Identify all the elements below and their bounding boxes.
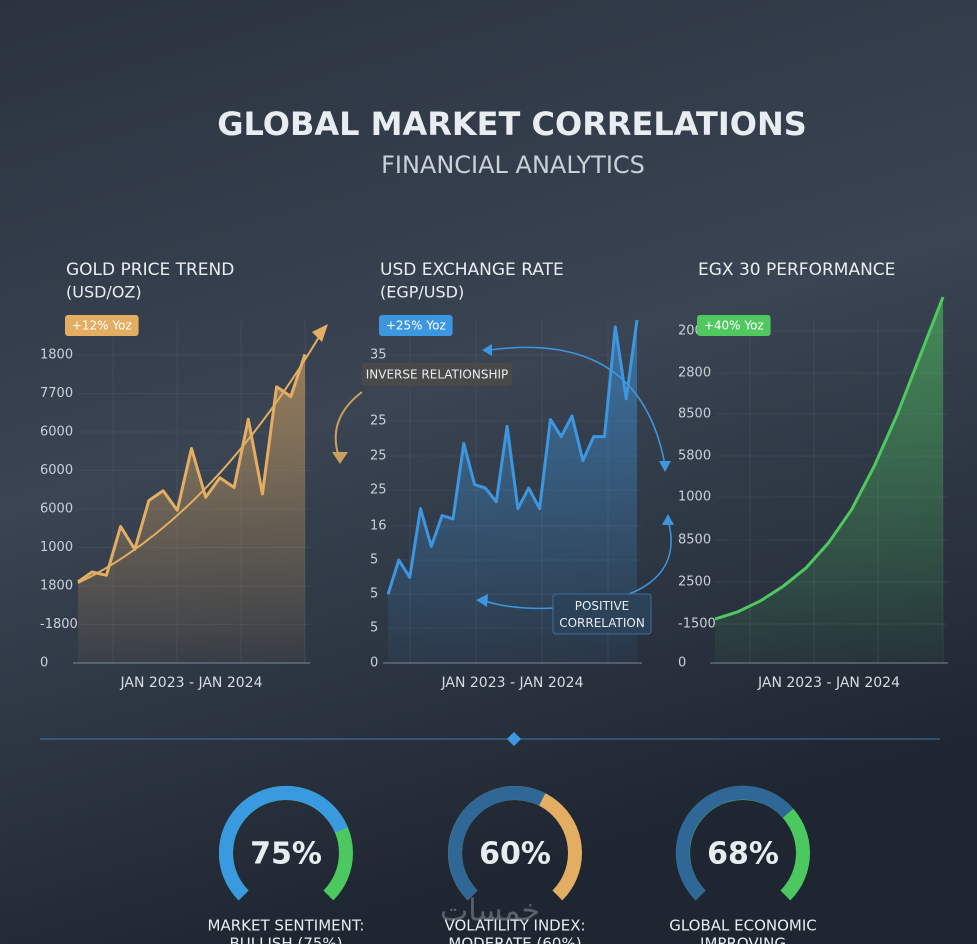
annotation-box — [552, 593, 652, 635]
y-axis-label: 25 — [370, 414, 387, 429]
y-axis-label: 1800 — [40, 348, 73, 363]
y-axis-label: 25 — [370, 449, 387, 464]
gauge-caption: GLOBAL ECONOMIC — [669, 917, 817, 935]
gauge-label: 75% — [250, 837, 322, 872]
y-axis-label: 8500 — [678, 533, 711, 548]
x-axis-label: JAN 2023 - JAN 2024 — [120, 675, 263, 691]
page-subtitle: FINANCIAL ANALYTICS — [381, 151, 645, 179]
y-axis-label: 1000 — [40, 540, 73, 555]
chart-title: USD EXCHANGE RATE — [380, 260, 564, 280]
annotation: INVERSE RELATIONSHIP — [366, 368, 509, 382]
y-axis-label: -1800 — [40, 617, 78, 632]
y-axis-label: 35 — [370, 348, 387, 363]
y-axis-label: 6000 — [40, 463, 73, 478]
badge — [697, 315, 771, 336]
gauge-value — [218, 785, 348, 901]
y-axis-label: 6000 — [40, 425, 73, 440]
y-axis-label: 0 — [40, 656, 48, 671]
badge-label: +12% Yoz — [72, 319, 132, 333]
gauge-caption: IMPROVING — [700, 935, 786, 944]
y-axis-label: 6000 — [40, 502, 73, 517]
trend-arrow — [312, 324, 328, 342]
arrow-head — [332, 452, 348, 464]
arc-arrow — [489, 346, 666, 466]
y-axis-label: 1000 — [678, 490, 711, 505]
y-axis-label: 25 — [370, 483, 387, 498]
watermark: خمسات — [440, 894, 540, 929]
x-axis-label: JAN 2023 - JAN 2024 — [757, 675, 900, 691]
arrow-head — [482, 344, 492, 356]
gauge-label: 68% — [707, 837, 779, 872]
gauge-value — [675, 785, 794, 901]
chart-subtitle: (EGP/USD) — [380, 283, 464, 302]
x-axis-label: JAN 2023 - JAN 2024 — [441, 675, 584, 691]
annotation-box — [362, 363, 512, 386]
y-axis-label: 5 — [370, 621, 378, 636]
gauge-caption: VOLATILITY INDEX: — [444, 917, 585, 935]
badge-label: +40% Yoz — [704, 319, 764, 333]
arrow-head — [476, 594, 488, 607]
annotation: POSITIVE CORRELATION — [559, 599, 645, 630]
y-axis-label: 5 — [370, 587, 378, 602]
y-axis-label: 16 — [370, 519, 387, 534]
arrow-head — [662, 514, 674, 525]
line — [386, 319, 639, 595]
y-axis-label: 0 — [370, 656, 378, 671]
area-fill — [78, 354, 305, 663]
y-axis-label: 8500 — [678, 407, 711, 422]
gauge-caption: MODERATE (60%) — [448, 935, 581, 944]
gauge-value — [448, 786, 546, 901]
trend-line — [77, 331, 323, 584]
y-axis-label: 1800 — [40, 579, 73, 594]
badge — [65, 315, 139, 336]
area-fill — [715, 297, 943, 663]
gauge-caption: MARKET SENTIMENT: — [208, 917, 365, 935]
y-axis-label: -1500 — [678, 617, 716, 632]
line — [77, 353, 307, 584]
page-title: GLOBAL MARKET CORRELATIONS — [217, 105, 807, 143]
arrow-head — [659, 461, 671, 472]
chart-title: EGX 30 PERFORMANCE — [698, 260, 895, 280]
y-axis-label: 7700 — [40, 386, 73, 401]
y-axis-label: 2500 — [678, 575, 711, 590]
chart-title: GOLD PRICE TREND — [66, 260, 234, 280]
divider-diamond — [506, 731, 522, 747]
y-axis-label: 5800 — [678, 449, 711, 464]
y-axis-label: 0 — [678, 656, 686, 671]
line — [714, 296, 945, 621]
chart-subtitle: (USD/OZ) — [66, 283, 142, 302]
y-axis-label: 5 — [370, 553, 378, 568]
gauge-caption: BULLISH (75%) — [229, 935, 342, 944]
gauge-label: 60% — [479, 837, 551, 872]
y-axis-label: 2800 — [678, 366, 711, 381]
badge — [379, 315, 453, 336]
area-fill — [388, 320, 637, 663]
badge-label: +25% Yoz — [386, 319, 446, 333]
